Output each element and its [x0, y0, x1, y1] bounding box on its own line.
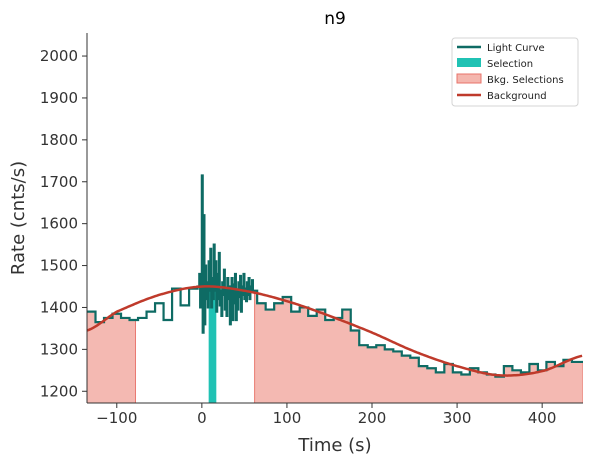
axes: −100 0 100 200 300 400 1200 1300 1400 1500 1600 170…: [40, 33, 583, 427]
x-tick-label: 400: [528, 409, 557, 427]
x-tick-label: 100: [273, 409, 302, 427]
legend-box: [451, 37, 579, 107]
y-tick-label: 1800: [40, 131, 78, 149]
legend-label: Bkg. Selections: [487, 75, 564, 86]
y-tick-label: 1600: [40, 215, 78, 233]
y-tick-label: 1900: [40, 89, 78, 107]
y-axis-label: Rate (cnts/s): [8, 161, 29, 275]
y-tick-label: 2000: [40, 47, 78, 65]
x-axis-label: Time (s): [297, 435, 371, 456]
plot-area: [87, 174, 583, 403]
legend-patch-swatch: [457, 58, 481, 67]
background-model-line: [87, 285, 583, 377]
x-tick-label: 300: [443, 409, 472, 427]
y-tick-label: 1200: [40, 382, 78, 400]
legend-label: Light Curve: [487, 43, 545, 54]
legend-label: Selection: [487, 59, 533, 70]
y-tick-label: 1700: [40, 173, 78, 191]
legend-patch-swatch: [456, 73, 482, 84]
legend: Light Curve Selection Bkg. Selections Backg…: [451, 37, 579, 107]
x-tick-label: 200: [358, 409, 387, 427]
x-tick-label: 0: [197, 409, 207, 427]
light-curve-line: [87, 174, 583, 378]
legend-label: Background: [487, 91, 547, 102]
bkg-selection-region: [87, 311, 136, 403]
x-tick-label: −100: [96, 409, 137, 427]
y-tick-label: 1500: [40, 257, 78, 275]
y-tick-label: 1300: [40, 340, 78, 358]
chart-title: n9: [324, 9, 346, 29]
y-tick-label: 1400: [40, 298, 78, 316]
plot-series-group: [87, 174, 583, 403]
